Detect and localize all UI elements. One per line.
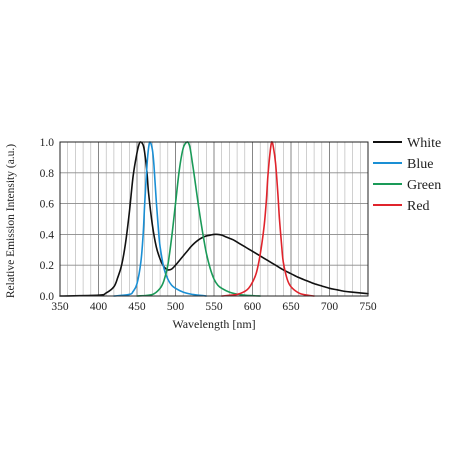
y-tick-label: 0.2 <box>40 260 55 272</box>
x-tick-label: 600 <box>244 301 262 313</box>
x-tick-label: 400 <box>90 301 108 313</box>
legend-label-green: Green <box>407 178 441 193</box>
grid <box>60 142 368 296</box>
legend-label-red: Red <box>407 199 430 214</box>
series-line-blue <box>113 141 208 297</box>
y-tick-label: 0.6 <box>40 199 55 211</box>
x-tick-label: 750 <box>359 301 377 313</box>
y-tick-label: 0.8 <box>40 168 55 180</box>
x-tick-label: 450 <box>128 301 146 313</box>
series-line-white <box>59 141 369 297</box>
y-tick-labels: 0.0 0.2 0.4 0.6 0.8 1.0 <box>40 137 55 303</box>
x-axis-label: Wavelength [nm] <box>172 317 255 331</box>
legend-label-blue: Blue <box>407 157 433 172</box>
x-tick-label: 350 <box>51 301 69 313</box>
y-tick-label: 0.0 <box>40 291 55 303</box>
x-tick-label: 500 <box>167 301 185 313</box>
series-line-green <box>136 141 261 297</box>
x-tick-label: 700 <box>321 301 339 313</box>
legend-label-white: White <box>407 136 441 151</box>
y-tick-label: 1.0 <box>40 137 55 149</box>
x-tick-labels: 350 400 450 500 550 600 650 700 750 <box>51 301 377 313</box>
legend: White Blue Green Red <box>373 136 441 214</box>
y-tick-label: 0.4 <box>40 229 55 241</box>
axes <box>59 141 369 297</box>
y-axis-label: Relative Emission Intensity (a.u.) <box>5 144 17 298</box>
plot-frame <box>59 141 369 297</box>
x-tick-label: 650 <box>282 301 300 313</box>
x-tick-label: 550 <box>205 301 223 313</box>
